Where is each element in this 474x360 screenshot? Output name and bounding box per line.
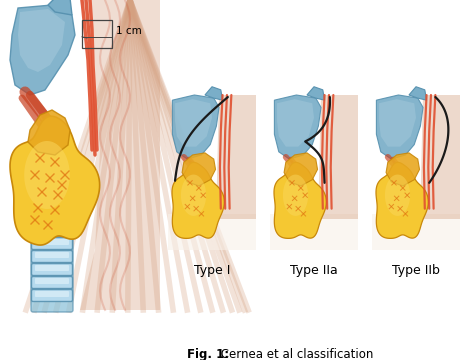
Text: Fig. 1:: Fig. 1:: [187, 348, 229, 360]
Polygon shape: [173, 95, 219, 159]
Polygon shape: [277, 99, 314, 147]
Text: Type IIb: Type IIb: [392, 264, 440, 277]
Polygon shape: [172, 162, 224, 238]
Polygon shape: [28, 110, 70, 155]
FancyBboxPatch shape: [35, 200, 69, 206]
Polygon shape: [181, 175, 206, 216]
Polygon shape: [274, 162, 326, 238]
FancyBboxPatch shape: [35, 265, 69, 271]
Polygon shape: [386, 153, 419, 186]
Polygon shape: [182, 153, 216, 186]
FancyBboxPatch shape: [35, 226, 69, 232]
FancyBboxPatch shape: [35, 239, 69, 245]
FancyBboxPatch shape: [31, 264, 73, 275]
Polygon shape: [284, 153, 318, 186]
FancyBboxPatch shape: [35, 291, 69, 297]
FancyBboxPatch shape: [31, 289, 73, 302]
Polygon shape: [10, 116, 100, 245]
FancyBboxPatch shape: [31, 193, 73, 312]
Polygon shape: [24, 141, 70, 209]
Polygon shape: [372, 214, 460, 250]
FancyBboxPatch shape: [31, 211, 73, 224]
Polygon shape: [217, 95, 256, 219]
FancyBboxPatch shape: [35, 278, 69, 284]
Bar: [82, 20, 112, 48]
Polygon shape: [270, 214, 358, 250]
FancyBboxPatch shape: [35, 213, 69, 219]
FancyBboxPatch shape: [31, 251, 73, 262]
FancyBboxPatch shape: [31, 276, 73, 288]
Polygon shape: [10, 5, 75, 95]
Polygon shape: [385, 175, 410, 216]
Polygon shape: [376, 162, 428, 238]
Polygon shape: [168, 214, 256, 250]
FancyBboxPatch shape: [31, 225, 73, 237]
Text: Type IIa: Type IIa: [290, 264, 338, 277]
Text: Cernea et al classification: Cernea et al classification: [217, 348, 374, 360]
Polygon shape: [283, 175, 308, 216]
FancyBboxPatch shape: [31, 198, 73, 211]
FancyBboxPatch shape: [31, 238, 73, 249]
Polygon shape: [205, 87, 223, 100]
Polygon shape: [376, 95, 423, 159]
Polygon shape: [307, 87, 325, 100]
Polygon shape: [48, 0, 72, 15]
Polygon shape: [409, 87, 427, 100]
Polygon shape: [175, 99, 212, 147]
Polygon shape: [379, 99, 416, 147]
Text: Type I: Type I: [194, 264, 230, 277]
Polygon shape: [274, 95, 321, 159]
Polygon shape: [18, 9, 65, 72]
Polygon shape: [420, 95, 460, 219]
Polygon shape: [80, 0, 160, 310]
FancyBboxPatch shape: [35, 252, 69, 258]
Polygon shape: [319, 95, 358, 219]
Text: 1 cm: 1 cm: [116, 26, 142, 36]
